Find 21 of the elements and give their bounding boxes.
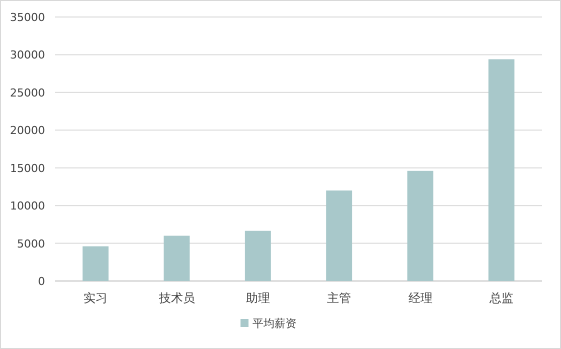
x-tick-label: 经理 [408,291,432,305]
y-tick-label: 25000 [10,86,45,100]
legend-label: 平均薪资 [252,317,296,330]
y-tick-label: 15000 [10,162,45,175]
x-tick-label: 实习 [84,291,108,305]
y-tick-label: 20000 [10,124,45,138]
bar [164,236,190,281]
y-tick-label: 35000 [10,11,45,24]
bar [82,246,109,281]
bar [407,170,434,281]
y-tick-label: 0 [38,275,45,288]
bar [326,190,352,281]
x-tick-label: 主管 [327,291,352,305]
x-tick-label: 总监 [488,291,514,305]
x-tick-label: 技术员 [158,291,195,305]
x-tick-label: 助理 [246,291,270,305]
bar [488,59,514,281]
y-tick-label: 30000 [10,48,45,62]
y-tick-label: 10000 [10,200,45,213]
y-tick-label: 5000 [17,237,45,250]
bar [244,230,271,281]
